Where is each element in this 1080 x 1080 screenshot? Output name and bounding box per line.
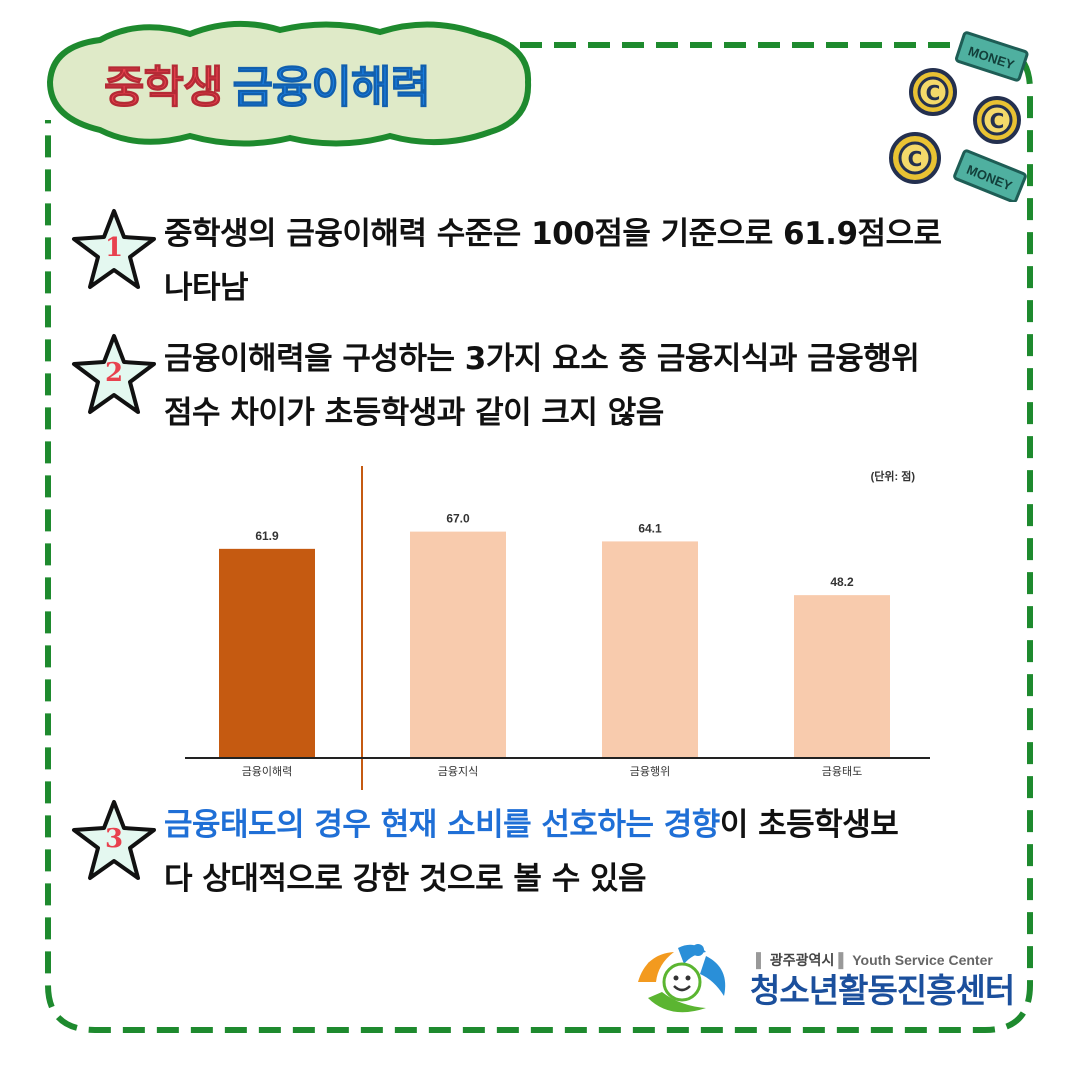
title-part-1: 중학생 — [103, 62, 223, 114]
bar-2 — [410, 531, 506, 758]
point-line: 금융태도의 경우 현재 소비를 선호하는 경향이 초등학생보 — [164, 798, 1014, 852]
title-badge — [46, 20, 532, 147]
point-line-rest: 이 초등학생보 — [719, 807, 899, 843]
bar-chart: (단위: 점) 61.9 금융이해력 67.0 금융지식 64.1 금융행위 48.2 금융태… — [185, 466, 930, 790]
bar-3 — [602, 541, 698, 758]
unit-label: (단위: 점) — [871, 469, 916, 483]
money-bill-icon: MONEY — [953, 149, 1027, 202]
highlight-text: 금융태도의 경우 현재 소비를 선호하는 경향 — [164, 807, 720, 843]
point-number: 3 — [104, 824, 124, 854]
youth-center-logo-icon — [638, 944, 726, 1013]
value-label-1: 61.9 — [255, 529, 279, 543]
money-bill-icon: MONEY — [955, 31, 1029, 82]
logo-subtitle: ▌ 광주광역시 ▌ Youth Service Center — [756, 952, 993, 968]
logo-english: Youth Service Center — [852, 952, 993, 968]
logo-name: 청소년활동진흥센터 — [750, 971, 1015, 1010]
star-number-badge: 2 — [70, 332, 158, 416]
point-line: 금융이해력을 구성하는 3가지 요소 중 금융지식과 금융행위 — [164, 341, 920, 377]
page-title: 중학생 금융이해력 — [103, 58, 431, 118]
point-line: 나타남 — [164, 270, 249, 306]
value-label-3: 64.1 — [638, 521, 662, 535]
star-icon — [72, 800, 156, 880]
star-icon — [72, 334, 156, 414]
star-icon — [72, 209, 156, 289]
point-1: 1 중학생의 금융이해력 수준은 100점을 기준으로 61.9점으로 나타남 — [70, 207, 1030, 317]
category-label-1: 금융이해력 — [242, 764, 293, 778]
star-number-badge: 3 — [70, 798, 158, 882]
title-part-2: 금융이해력 — [232, 62, 431, 114]
point-number: 2 — [104, 358, 124, 388]
coin-icon: C — [973, 96, 1021, 144]
svg-text:C: C — [990, 109, 1005, 133]
point-line: 중학생의 금융이해력 수준은 100점을 기준으로 61.9점으로 — [164, 216, 942, 252]
category-label-4: 금융태도 — [822, 765, 862, 778]
logo-region: 광주광역시 — [769, 952, 835, 968]
point-number: 1 — [104, 233, 124, 263]
point-3: 3 금융태도의 경우 현재 소비를 선호하는 경향이 초등학생보 다 상대적으로… — [70, 798, 1030, 908]
bar-1 — [219, 548, 315, 758]
coin-icon: C — [909, 68, 957, 116]
star-number-badge: 1 — [70, 207, 158, 291]
bar-4 — [794, 595, 890, 758]
svg-text:C: C — [908, 147, 923, 171]
point-text: 중학생의 금융이해력 수준은 100점을 기준으로 61.9점으로 나타남 — [164, 207, 1014, 315]
point-text: 금융태도의 경우 현재 소비를 선호하는 경향이 초등학생보 다 상대적으로 강… — [164, 798, 1014, 906]
svg-text:C: C — [926, 81, 941, 105]
point-line: 다 상대적으로 강한 것으로 볼 수 있음 — [164, 861, 647, 897]
value-label-4: 48.2 — [830, 575, 854, 589]
value-label-2: 67.0 — [446, 512, 470, 526]
category-label-3: 금융행위 — [630, 765, 670, 778]
category-label-2: 금융지식 — [438, 765, 478, 778]
coins-money-illustration: MONEY C C C MONEY — [889, 31, 1029, 202]
point-text: 금융이해력을 구성하는 3가지 요소 중 금융지식과 금융행위 점수 차이가 초… — [164, 332, 1014, 440]
point-line: 점수 차이가 초등학생과 같이 크지 않음 — [164, 395, 664, 431]
point-2: 2 금융이해력을 구성하는 3가지 요소 중 금융지식과 금융행위 점수 차이가… — [70, 332, 1030, 442]
coin-icon: C — [889, 132, 941, 184]
